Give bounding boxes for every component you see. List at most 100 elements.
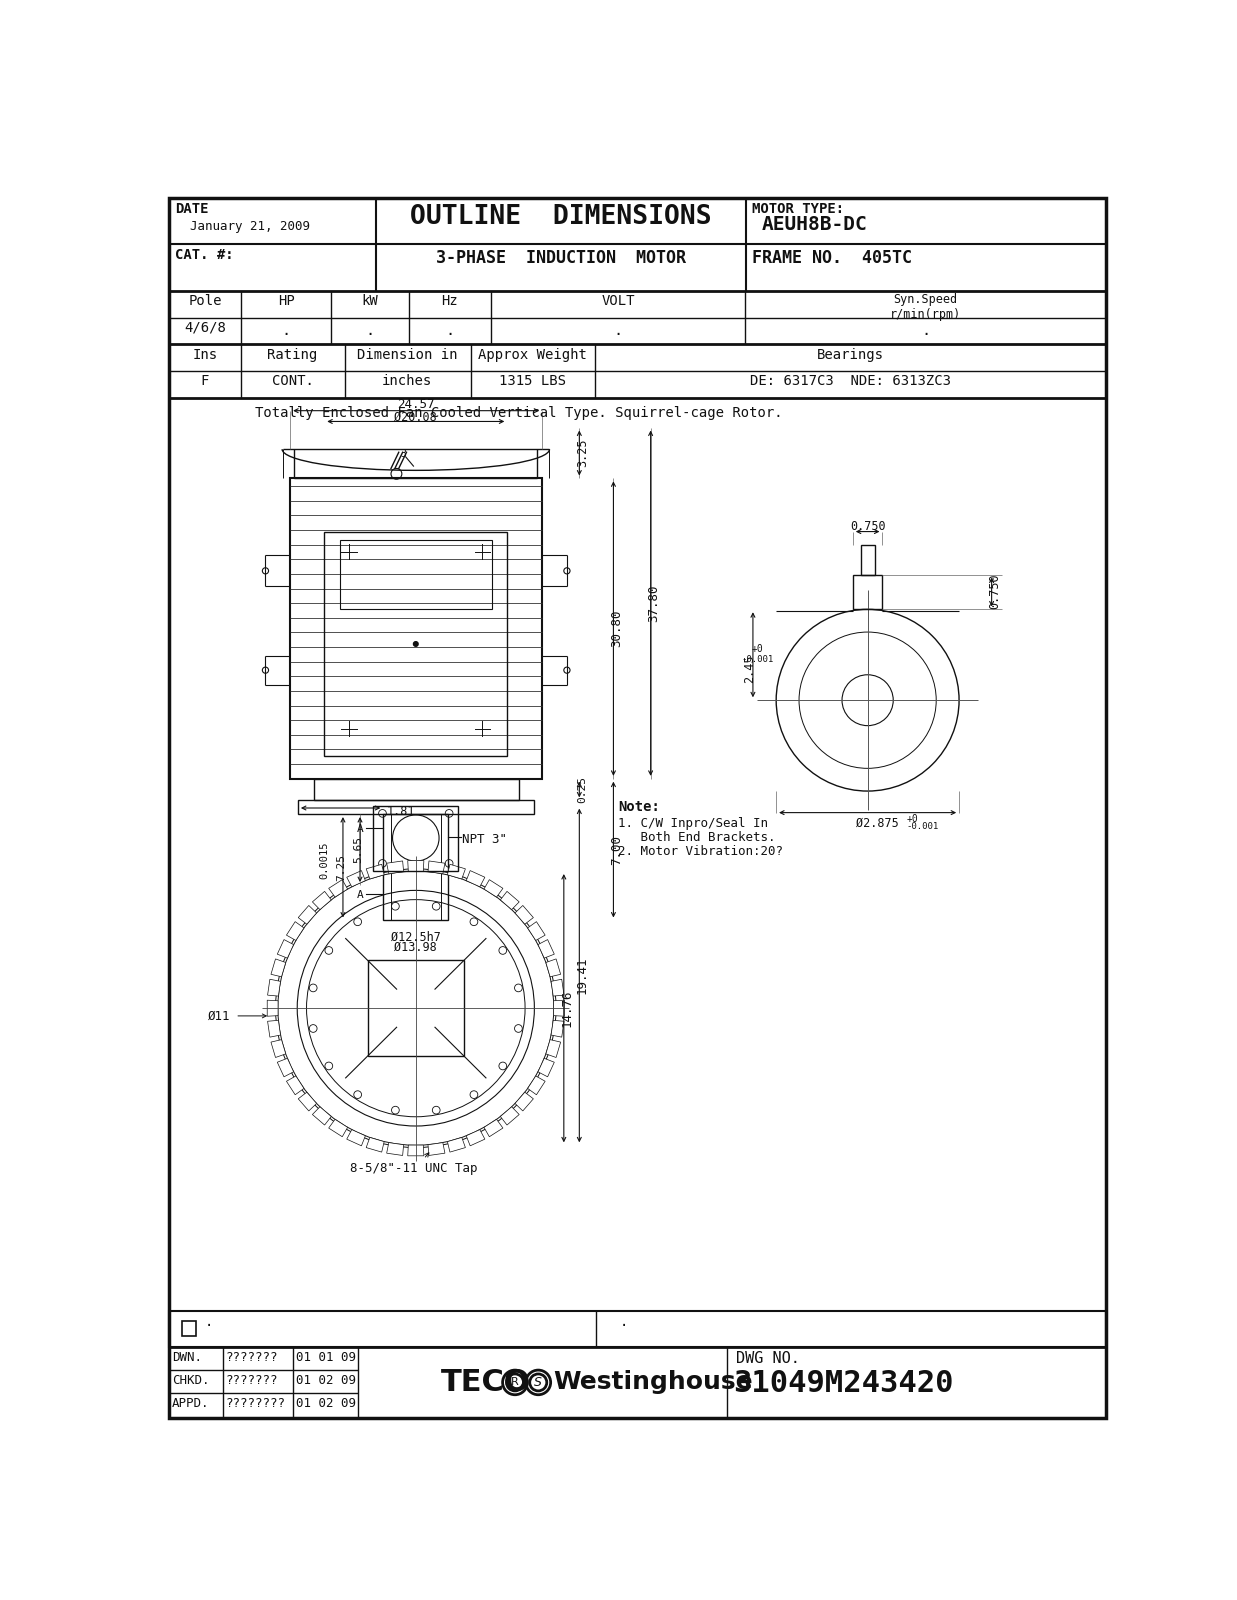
Polygon shape: [366, 864, 385, 878]
Polygon shape: [277, 939, 293, 958]
Polygon shape: [484, 880, 503, 898]
Text: Hz: Hz: [442, 294, 458, 307]
Text: 4/6/8: 4/6/8: [184, 320, 226, 334]
Polygon shape: [287, 922, 304, 941]
Text: Ø13.98: Ø13.98: [395, 941, 437, 954]
Text: 3-PHASE  INDUCTION  MOTOR: 3-PHASE INDUCTION MOTOR: [435, 250, 685, 267]
Text: 7.00: 7.00: [610, 835, 623, 864]
Polygon shape: [528, 922, 546, 941]
Text: 8-5/8"-11 UNC Tap: 8-5/8"-11 UNC Tap: [350, 1162, 477, 1174]
Text: 0.0015: 0.0015: [319, 842, 330, 878]
Bar: [391, 814, 440, 920]
Polygon shape: [271, 1040, 286, 1058]
Polygon shape: [448, 864, 465, 878]
Text: 1. C/W Inpro/Seal In: 1. C/W Inpro/Seal In: [618, 818, 768, 830]
Text: 0.750: 0.750: [850, 520, 886, 533]
Polygon shape: [500, 1107, 520, 1125]
Text: -0.001: -0.001: [741, 654, 773, 664]
Polygon shape: [346, 1130, 365, 1146]
Text: .: .: [205, 1315, 213, 1330]
Polygon shape: [553, 1000, 564, 1016]
Text: DE: 6317C3  NDE: 6313ZC3: DE: 6317C3 NDE: 6313ZC3: [750, 374, 951, 389]
Polygon shape: [346, 870, 365, 886]
Polygon shape: [267, 1021, 281, 1037]
Polygon shape: [550, 979, 564, 997]
Polygon shape: [267, 979, 281, 997]
Polygon shape: [428, 861, 445, 874]
Text: .: .: [922, 323, 930, 338]
Text: Approx Weight: Approx Weight: [479, 347, 588, 362]
Polygon shape: [546, 1040, 560, 1058]
Polygon shape: [271, 958, 286, 976]
Text: CONT.: CONT.: [272, 374, 313, 389]
Text: Westinghouse: Westinghouse: [554, 1371, 753, 1395]
Text: 0.750: 0.750: [988, 574, 1001, 610]
Text: 19.41: 19.41: [576, 957, 589, 994]
Text: .: .: [365, 323, 375, 338]
Polygon shape: [267, 1000, 278, 1016]
Text: 31049M243420: 31049M243420: [732, 1368, 954, 1397]
Text: 01 02 09: 01 02 09: [296, 1397, 356, 1410]
Polygon shape: [408, 861, 424, 872]
Text: DWG NO.: DWG NO.: [736, 1350, 800, 1366]
Polygon shape: [313, 1107, 332, 1125]
Circle shape: [413, 642, 418, 646]
Text: 24.57: 24.57: [397, 398, 434, 411]
Text: .: .: [620, 1315, 628, 1330]
Polygon shape: [484, 1120, 503, 1136]
Bar: [298, 800, 534, 814]
Text: NPT 3": NPT 3": [463, 834, 507, 846]
Text: A: A: [356, 890, 364, 901]
Text: Ø2.875: Ø2.875: [856, 816, 899, 829]
Bar: [313, 779, 518, 800]
Text: Totally Enclosed Fan Cooled Vertical Type. Squirrel-cage Rotor.: Totally Enclosed Fan Cooled Vertical Typ…: [255, 406, 783, 421]
Text: .: .: [445, 323, 454, 338]
Text: ???????: ???????: [226, 1350, 278, 1363]
Polygon shape: [329, 880, 348, 898]
Text: 5.65: 5.65: [354, 837, 364, 862]
Polygon shape: [313, 891, 332, 910]
Polygon shape: [366, 1138, 385, 1152]
Text: 2.45: 2.45: [743, 654, 756, 683]
Text: TECO: TECO: [442, 1368, 531, 1397]
Text: VOLT: VOLT: [601, 294, 635, 307]
Polygon shape: [287, 1075, 304, 1094]
Text: inches: inches: [382, 374, 433, 389]
Text: A: A: [356, 824, 364, 834]
Text: DATE: DATE: [174, 202, 208, 216]
Text: HP: HP: [278, 294, 294, 307]
Text: .: .: [614, 323, 622, 338]
Text: Ø20.08: Ø20.08: [395, 411, 437, 424]
Text: AEUH8B-DC: AEUH8B-DC: [762, 214, 867, 234]
Polygon shape: [528, 1075, 546, 1094]
Text: Ø11: Ø11: [208, 1010, 230, 1022]
Polygon shape: [448, 1138, 465, 1152]
Polygon shape: [387, 861, 403, 874]
Polygon shape: [550, 1021, 564, 1037]
Polygon shape: [408, 1146, 424, 1155]
Bar: [291, 478, 542, 779]
Bar: [383, 814, 448, 920]
Bar: [374, 806, 459, 870]
Bar: [852, 574, 882, 610]
Text: Pole: Pole: [188, 294, 221, 307]
Text: R: R: [511, 1378, 518, 1387]
Polygon shape: [428, 1142, 445, 1155]
Text: .: .: [282, 323, 291, 338]
Text: 01 01 09: 01 01 09: [296, 1350, 356, 1363]
Bar: [861, 546, 875, 574]
Text: Dimension in: Dimension in: [357, 347, 458, 362]
Text: F: F: [200, 374, 209, 389]
Bar: [324, 533, 507, 755]
Text: 1.81: 1.81: [387, 805, 416, 818]
Text: MOTOR TYPE:: MOTOR TYPE:: [752, 202, 845, 216]
Text: Ins: Ins: [193, 347, 218, 362]
Polygon shape: [538, 939, 554, 958]
Text: FRAME NO.  405TC: FRAME NO. 405TC: [752, 250, 912, 267]
Bar: [340, 541, 492, 610]
Polygon shape: [515, 906, 533, 925]
Text: ???????: ???????: [226, 1374, 278, 1387]
Polygon shape: [277, 1058, 293, 1077]
Text: 0.25: 0.25: [578, 776, 588, 803]
Text: Bearings: Bearings: [818, 347, 884, 362]
